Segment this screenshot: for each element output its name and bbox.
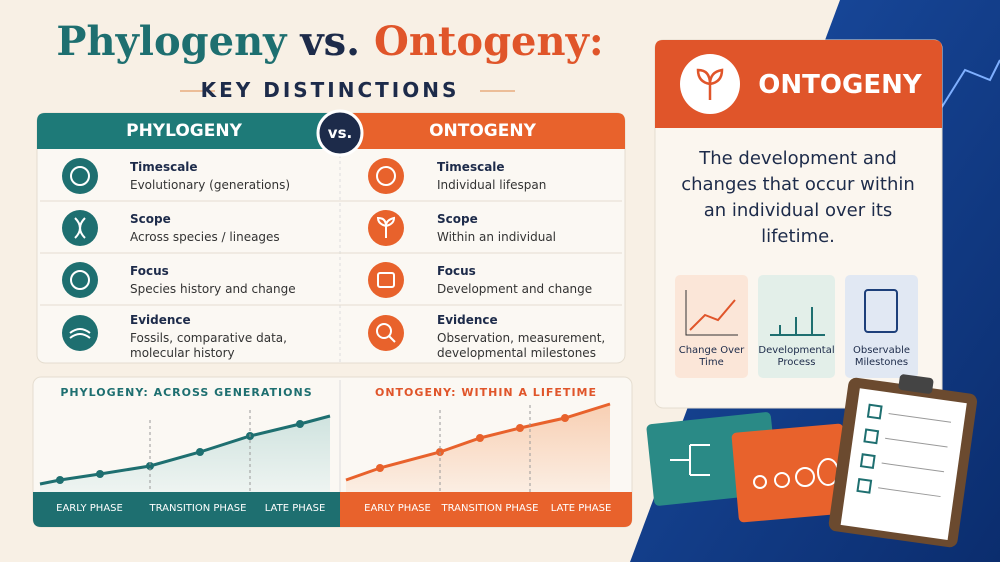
row-label: Timescale — [130, 160, 198, 174]
row-text: Evolutionary (generations) — [130, 178, 291, 192]
definition: The development and changes that occur w… — [681, 148, 915, 247]
title-part: Ontogeny: — [374, 18, 604, 65]
title-part: Phylogeny — [56, 18, 287, 65]
phase-label: LATE PHASE — [550, 503, 612, 514]
subtitle: KEY DISTINCTIONS — [200, 78, 460, 102]
phase-label: LATE PHASE — [264, 503, 326, 514]
tile-label: Observable Milestones — [852, 345, 911, 368]
phase-label: TRANSITION PHASE — [149, 503, 247, 514]
phase-label: EARLY PHASE — [56, 503, 123, 514]
timeline-title: ONTOGENY: WITHIN A LIFETIME — [375, 386, 597, 399]
row-text: Individual lifespan — [437, 178, 547, 192]
row-label: Focus — [437, 264, 476, 278]
row-label: Evidence — [437, 313, 498, 327]
row-label: Timescale — [437, 160, 505, 174]
timeline-title: PHYLOGENY: ACROSS GENERATIONS — [60, 386, 313, 399]
row-text: Development and change — [437, 282, 593, 296]
tile-label: Change Over Time — [678, 345, 745, 368]
row-text: Fossils, comparative data, molecular his… — [130, 331, 287, 360]
phase-label: TRANSITION PHASE — [441, 503, 539, 514]
tile-label: Developmental Process — [758, 345, 835, 368]
vs-badge: vs. — [327, 124, 353, 142]
title: Phylogeny vs. Ontogeny: — [0, 18, 660, 65]
row-label: Focus — [130, 264, 169, 278]
row-text: Within an individual — [437, 230, 557, 244]
card-title: ONTOGENY — [758, 70, 922, 100]
row-text: Species history and change — [130, 282, 296, 296]
column-header: PHYLOGENY — [126, 121, 242, 141]
column-header: ONTOGENY — [429, 121, 536, 141]
row-label: Scope — [437, 212, 478, 226]
row-text: Observation, measurement, developmental … — [437, 331, 606, 360]
title-part: vs. — [300, 18, 361, 65]
phase-label: EARLY PHASE — [364, 503, 431, 514]
row-label: Scope — [130, 212, 171, 226]
row-label: Evidence — [130, 313, 191, 327]
row-text: Across species / lineages — [130, 230, 280, 244]
